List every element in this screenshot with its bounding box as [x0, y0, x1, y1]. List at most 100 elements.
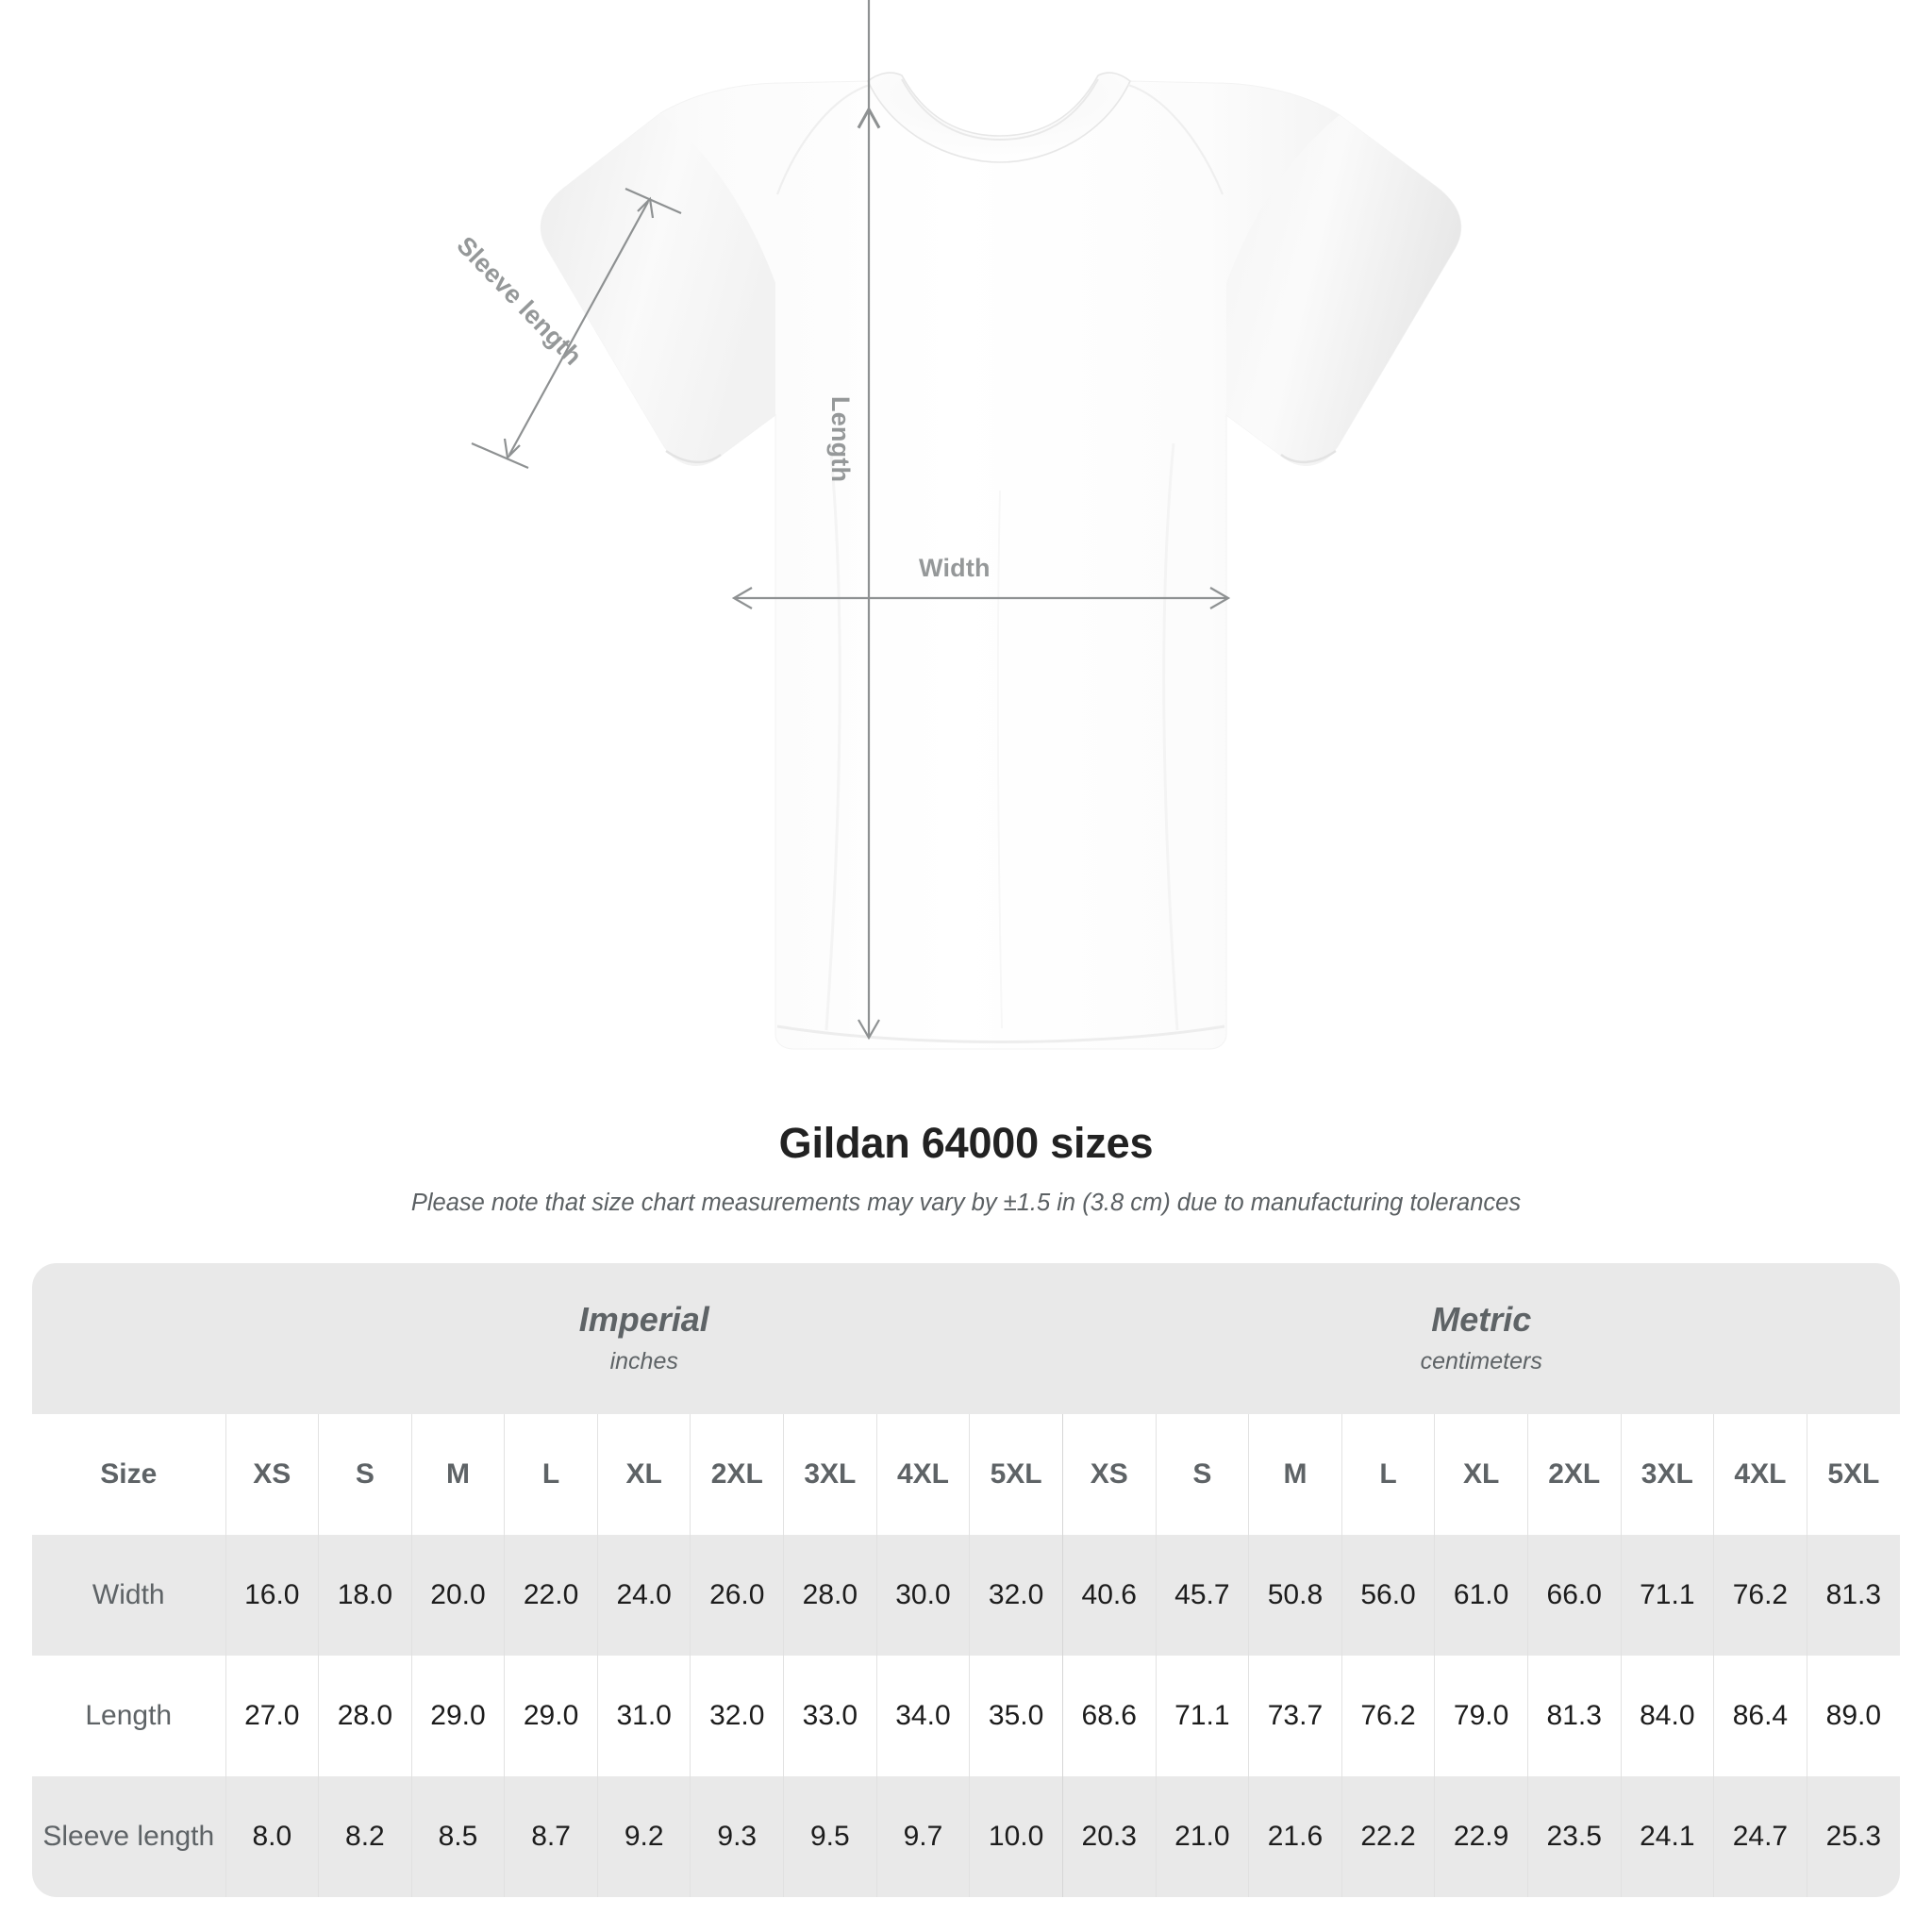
cell: 27.0 [225, 1656, 319, 1776]
col-header-text: XL [1462, 1458, 1500, 1490]
cell: 22.9 [1434, 1776, 1528, 1897]
col-header-text: XS [253, 1458, 291, 1490]
group-header-row: Imperial inches Metric centimeters [32, 1263, 1900, 1414]
cell: 45.7 [1155, 1535, 1249, 1656]
col-header-text: 4XL [896, 1458, 949, 1490]
cell: 29.0 [504, 1656, 598, 1776]
cell: 76.2 [1713, 1535, 1807, 1656]
cell: 25.3 [1806, 1776, 1900, 1897]
length-dimension-line [857, 0, 881, 1041]
cell: 9.3 [690, 1776, 784, 1897]
col-header-met-4: XL [1434, 1414, 1528, 1535]
cell: 9.5 [783, 1776, 877, 1897]
col-header-imp-4: XL [596, 1414, 691, 1535]
cell: 31.0 [596, 1656, 691, 1776]
group-unit-imperial: inches [609, 1348, 678, 1375]
col-header-text: 3XL [804, 1458, 857, 1490]
cell: 34.0 [875, 1656, 970, 1776]
cell: 40.6 [1061, 1535, 1157, 1656]
size-table-container: Imperial inches Metric centimeters Size … [32, 1263, 1900, 1897]
cell: 81.3 [1806, 1535, 1900, 1656]
col-header-text: L [1379, 1458, 1397, 1490]
cell: 29.0 [410, 1656, 505, 1776]
col-header-imp-2: M [410, 1414, 505, 1535]
size-header-row: Size XS S M L XL 2XL 3XL 4XL 5XL XS S M … [32, 1414, 1900, 1535]
table-row: Length 27.0 28.0 29.0 29.0 31.0 32.0 33.… [32, 1656, 1900, 1776]
cell: 33.0 [783, 1656, 877, 1776]
col-header-text: 2XL [710, 1458, 763, 1490]
col-header-text: M [445, 1458, 470, 1490]
width-dimension-line [731, 587, 1231, 609]
col-header-text: L [541, 1458, 560, 1490]
size-header-label: Size [32, 1414, 225, 1535]
col-header-text: S [1192, 1458, 1212, 1490]
cell: 8.2 [318, 1776, 412, 1897]
cell: 23.5 [1526, 1776, 1622, 1897]
tolerance-note: Please note that size chart measurements… [410, 1190, 1522, 1216]
col-header-met-7: 4XL [1713, 1414, 1807, 1535]
cell: 84.0 [1620, 1656, 1714, 1776]
cell: 61.0 [1434, 1535, 1528, 1656]
cell: 26.0 [690, 1535, 784, 1656]
cell: 18.0 [318, 1535, 412, 1656]
col-header-imp-5: 2XL [690, 1414, 784, 1535]
tshirt-diagram: Width Length Sleeve length [451, 0, 1462, 1050]
cell: 86.4 [1713, 1656, 1807, 1776]
col-header-met-5: 2XL [1526, 1414, 1622, 1535]
col-header-text: M [1283, 1458, 1307, 1490]
cell: 30.0 [875, 1535, 970, 1656]
col-header-text: 5XL [990, 1458, 1042, 1490]
cell: 20.3 [1061, 1776, 1157, 1897]
col-header-imp-3: L [504, 1414, 598, 1535]
cell: 20.0 [410, 1535, 505, 1656]
cell: 8.5 [410, 1776, 505, 1897]
cell: 16.0 [225, 1535, 319, 1656]
group-header-metric: Metric centimeters [1062, 1263, 1900, 1414]
cell: 8.7 [504, 1776, 598, 1897]
cell: 8.0 [225, 1776, 319, 1897]
col-header-met-0: XS [1061, 1414, 1157, 1535]
sleeve-dimension-line [471, 187, 682, 470]
table-row: Sleeve length 8.0 8.2 8.5 8.7 9.2 9.3 9.… [32, 1776, 1900, 1897]
group-title-imperial: Imperial [578, 1299, 709, 1339]
cell: 22.0 [504, 1535, 598, 1656]
cell: 9.2 [596, 1776, 691, 1897]
group-title-metric: Metric [1431, 1299, 1532, 1339]
cell: 21.0 [1155, 1776, 1249, 1897]
cell: 71.1 [1155, 1656, 1249, 1776]
page-title: Gildan 64000 sizes [778, 1119, 1154, 1167]
cell: 79.0 [1434, 1656, 1528, 1776]
title-block: Gildan 64000 sizes Please note that size… [0, 1113, 1932, 1217]
cell: 9.7 [875, 1776, 970, 1897]
cell: 56.0 [1341, 1535, 1435, 1656]
cell: 32.0 [690, 1656, 784, 1776]
col-header-imp-8: 5XL [969, 1414, 1063, 1535]
cell: 73.7 [1248, 1656, 1342, 1776]
cell: 24.0 [596, 1535, 691, 1656]
group-header-corner [32, 1263, 225, 1414]
cell: 81.3 [1526, 1656, 1622, 1776]
col-header-met-1: S [1155, 1414, 1249, 1535]
col-header-imp-6: 3XL [783, 1414, 877, 1535]
cell: 35.0 [969, 1656, 1063, 1776]
col-header-text: S [355, 1458, 375, 1490]
col-header-text: 2XL [1548, 1458, 1601, 1490]
cell: 50.8 [1248, 1535, 1342, 1656]
col-header-text: 3XL [1641, 1458, 1693, 1490]
cell: 24.7 [1713, 1776, 1807, 1897]
length-label: Length [826, 396, 855, 483]
row-label-length: Length [32, 1656, 225, 1776]
cell: 10.0 [969, 1776, 1063, 1897]
row-label-sleeve-length: Sleeve length [32, 1776, 225, 1897]
cell: 21.6 [1248, 1776, 1342, 1897]
size-label-text: Size [100, 1458, 158, 1490]
tshirt-illustration [471, 0, 1462, 1050]
cell: 66.0 [1526, 1535, 1622, 1656]
cell: 71.1 [1620, 1535, 1714, 1656]
cell: 68.6 [1061, 1656, 1157, 1776]
col-header-imp-7: 4XL [875, 1414, 970, 1535]
cell: 24.1 [1620, 1776, 1714, 1897]
size-chart-table: Imperial inches Metric centimeters Size … [32, 1263, 1900, 1897]
group-header-imperial: Imperial inches [225, 1263, 1063, 1414]
row-label-width: Width [32, 1535, 225, 1656]
